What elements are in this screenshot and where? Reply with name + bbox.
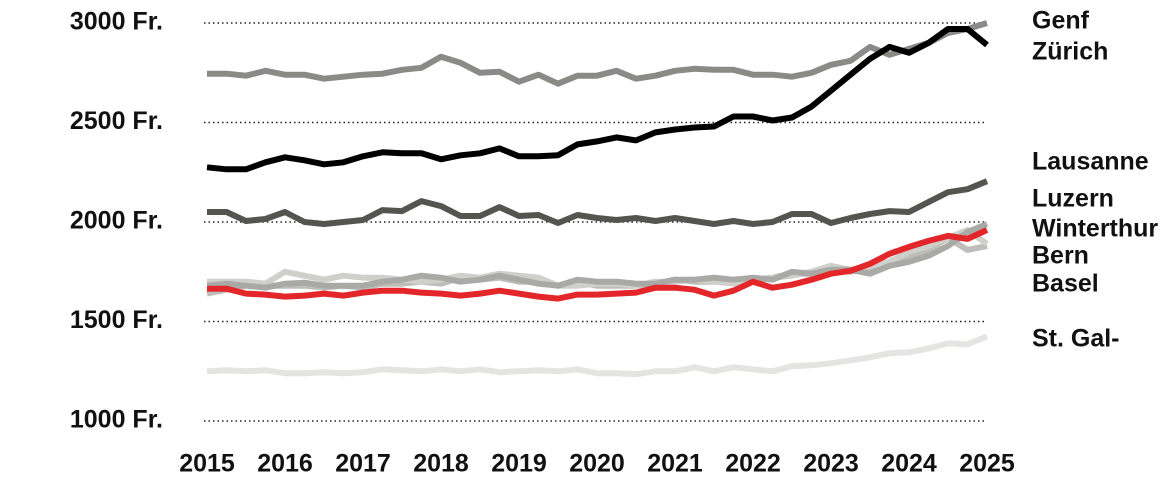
- series-line: [207, 227, 989, 302]
- series-label: Luzern: [1032, 185, 1114, 213]
- x-tick-label: 2023: [803, 450, 859, 478]
- series-label: Winterthur: [1032, 215, 1158, 243]
- y-tick-label: 2500 Fr.: [70, 107, 163, 135]
- series-label: Basel: [1032, 270, 1099, 298]
- x-tick-label: 2015: [179, 450, 235, 478]
- series-line: [207, 20, 988, 87]
- series-line: [207, 178, 989, 227]
- series-line: [207, 227, 989, 289]
- x-tick-label: 2017: [335, 450, 391, 478]
- series-label: Lausanne: [1032, 148, 1149, 176]
- series-label: Bern: [1032, 242, 1089, 270]
- series-label: St. Gal-: [1032, 325, 1120, 353]
- y-tick-label: 1500 Fr.: [70, 306, 163, 334]
- x-tick-label: 2021: [647, 450, 703, 478]
- x-tick-label: 2024: [881, 450, 937, 478]
- x-tick-label: 2018: [413, 450, 469, 478]
- x-tick-label: 2025: [959, 450, 1015, 478]
- y-tick-label: 3000 Fr.: [70, 8, 163, 36]
- x-tick-label: 2016: [257, 450, 313, 478]
- y-tick-label: 2000 Fr.: [70, 207, 163, 235]
- x-tick-label: 2020: [569, 450, 625, 478]
- series-label: Genf: [1032, 7, 1090, 35]
- series-label: Zürich: [1032, 38, 1108, 66]
- series-line: [206, 333, 989, 378]
- x-tick-label: 2019: [491, 450, 547, 478]
- series-line: [206, 26, 989, 173]
- y-tick-label: 1000 Fr.: [70, 406, 163, 434]
- x-tick-label: 2022: [725, 450, 781, 478]
